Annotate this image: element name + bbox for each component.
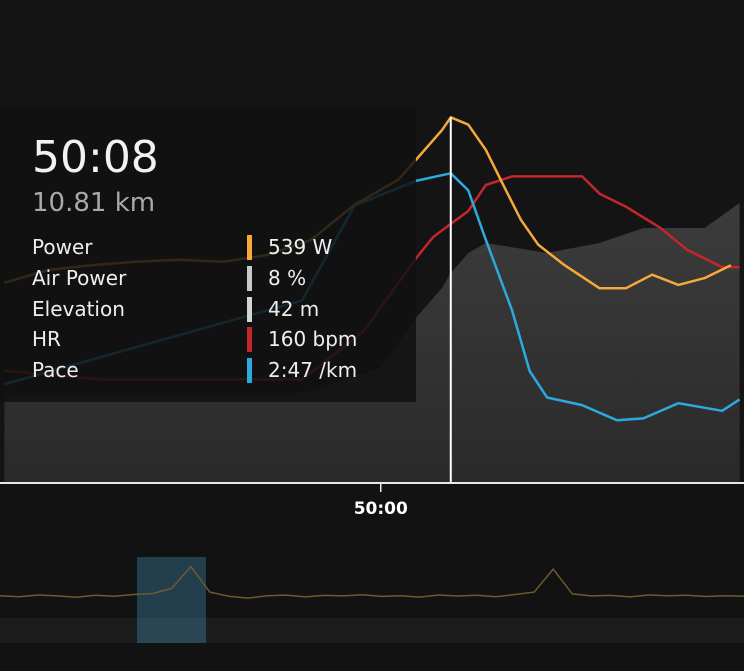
tooltip-row: Elevation 42 m [0,296,416,323]
tooltip-value: 539 W [268,235,333,259]
overview-line [0,565,744,599]
tooltip-value: 160 bpm [268,327,358,352]
tooltip-name: Air Power [32,265,127,290]
tooltip-swatch [247,327,252,353]
tooltip-swatch [247,235,252,260]
tooltip-row: Power 539 W [0,235,416,261]
tooltip: 50:08 10.81 km Power 539 W Air Power 8 % Ele… [0,108,416,402]
tooltip-row: Air Power 8 % [0,265,416,292]
tooltip-name: Pace [32,358,79,383]
overview-selection [137,557,206,643]
tooltip-name: Power [32,235,93,259]
tooltip-swatch [247,265,252,291]
tooltip-swatch [247,296,252,322]
tooltip-row: HR 160 bpm [0,327,416,353]
tooltip-value: 42 m [268,296,320,321]
overview-band [0,618,744,643]
tooltip-swatch [247,358,252,384]
tooltip-row: Pace 2:47 /km [0,358,416,384]
elevation-area [4,203,740,483]
tooltip-value: 2:47 /km [268,358,358,383]
tooltip-distance: 10.81 km [32,188,156,218]
tooltip-name: HR [32,327,61,352]
x-tick-label: 50:00 [354,499,408,519]
tooltip-value: 8 % [268,265,307,290]
tooltip-time: 50:08 [32,132,159,183]
tooltip-name: Elevation [32,296,125,321]
